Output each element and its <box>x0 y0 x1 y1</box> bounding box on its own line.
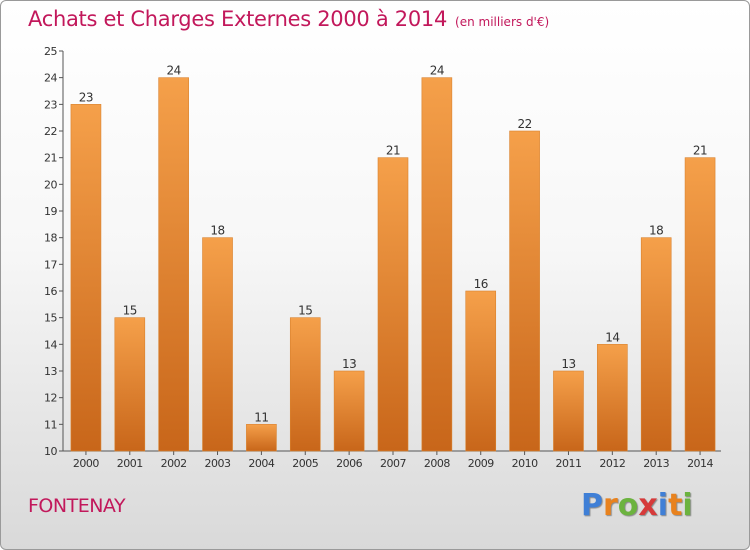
bar <box>377 157 409 452</box>
data-label: 18 <box>210 224 224 238</box>
data-label: 21 <box>693 144 707 158</box>
data-label: 23 <box>79 90 93 104</box>
bar <box>640 237 672 452</box>
bar <box>509 130 540 452</box>
data-label: 11 <box>254 410 268 424</box>
bar <box>202 237 233 452</box>
x-tick-label: 2000 <box>73 457 99 470</box>
y-tick-label: 22 <box>44 125 57 138</box>
x-tick-label: 2010 <box>512 457 538 470</box>
bar <box>684 157 716 452</box>
y-tick-label: 25 <box>44 45 57 58</box>
data-label: 22 <box>517 117 531 131</box>
bar <box>465 290 497 452</box>
bar <box>597 344 628 452</box>
data-label: 24 <box>430 64 444 78</box>
bar <box>421 77 453 452</box>
logo-letter: x <box>638 488 658 523</box>
y-tick-label: 23 <box>44 98 57 111</box>
y-tick-label: 12 <box>44 392 57 405</box>
y-tick-label: 20 <box>44 178 57 191</box>
bar <box>158 77 189 452</box>
x-tick-label: 2002 <box>161 457 187 470</box>
logo-letter: i <box>682 488 693 523</box>
proxiti-logo: Proxiti <box>581 488 693 523</box>
data-label: 18 <box>649 224 663 238</box>
bar <box>553 370 584 452</box>
data-label: 15 <box>298 304 312 318</box>
bar <box>289 317 321 452</box>
bar <box>114 317 146 452</box>
y-tick-label: 15 <box>44 312 57 325</box>
y-tick-label: 13 <box>44 365 57 378</box>
x-tick-label: 2011 <box>555 457 581 470</box>
bar <box>246 424 277 452</box>
x-tick-label: 2014 <box>687 457 713 470</box>
x-tick-label: 2012 <box>599 457 625 470</box>
data-label: 13 <box>342 357 356 371</box>
bar <box>333 370 365 452</box>
chart-subtitle: (en milliers d'€) <box>455 15 550 29</box>
x-tick-label: 2008 <box>424 457 450 470</box>
data-label: 16 <box>474 277 488 291</box>
y-tick-label: 21 <box>44 152 57 165</box>
data-label: 15 <box>123 304 137 318</box>
data-label: 24 <box>167 64 181 78</box>
data-label: 14 <box>605 330 619 344</box>
logo-letter: i <box>657 488 669 523</box>
x-tick-label: 2004 <box>248 457 274 470</box>
chart-title: Achats et Charges Externes 2000 à 2014 (e… <box>28 7 549 31</box>
y-tick-label: 19 <box>44 205 57 218</box>
data-label: 21 <box>386 144 400 158</box>
data-label: 13 <box>561 357 575 371</box>
logo-letter: t <box>668 488 683 523</box>
logo-letter: P <box>581 488 603 523</box>
y-tick-label: 14 <box>44 338 57 351</box>
y-tick-label: 18 <box>44 232 57 245</box>
title-text: Achats et Charges Externes 2000 à 2014 <box>28 7 448 31</box>
y-tick-label: 24 <box>44 72 57 85</box>
x-tick-label: 2005 <box>292 457 318 470</box>
bar <box>70 104 102 452</box>
logo-letter: r <box>603 488 618 523</box>
logo-letter: o <box>617 488 639 523</box>
x-tick-label: 2009 <box>468 457 494 470</box>
x-tick-label: 2007 <box>380 457 406 470</box>
y-tick-label: 10 <box>44 445 57 458</box>
x-tick-label: 2013 <box>643 457 669 470</box>
y-tick-label: 16 <box>44 285 57 298</box>
y-tick-label: 11 <box>44 418 57 431</box>
y-tick-label: 17 <box>44 258 57 271</box>
location-name: FONTENAY <box>28 495 126 517</box>
x-tick-label: 2003 <box>205 457 231 470</box>
x-tick-label: 2006 <box>336 457 362 470</box>
x-tick-label: 2001 <box>117 457 143 470</box>
